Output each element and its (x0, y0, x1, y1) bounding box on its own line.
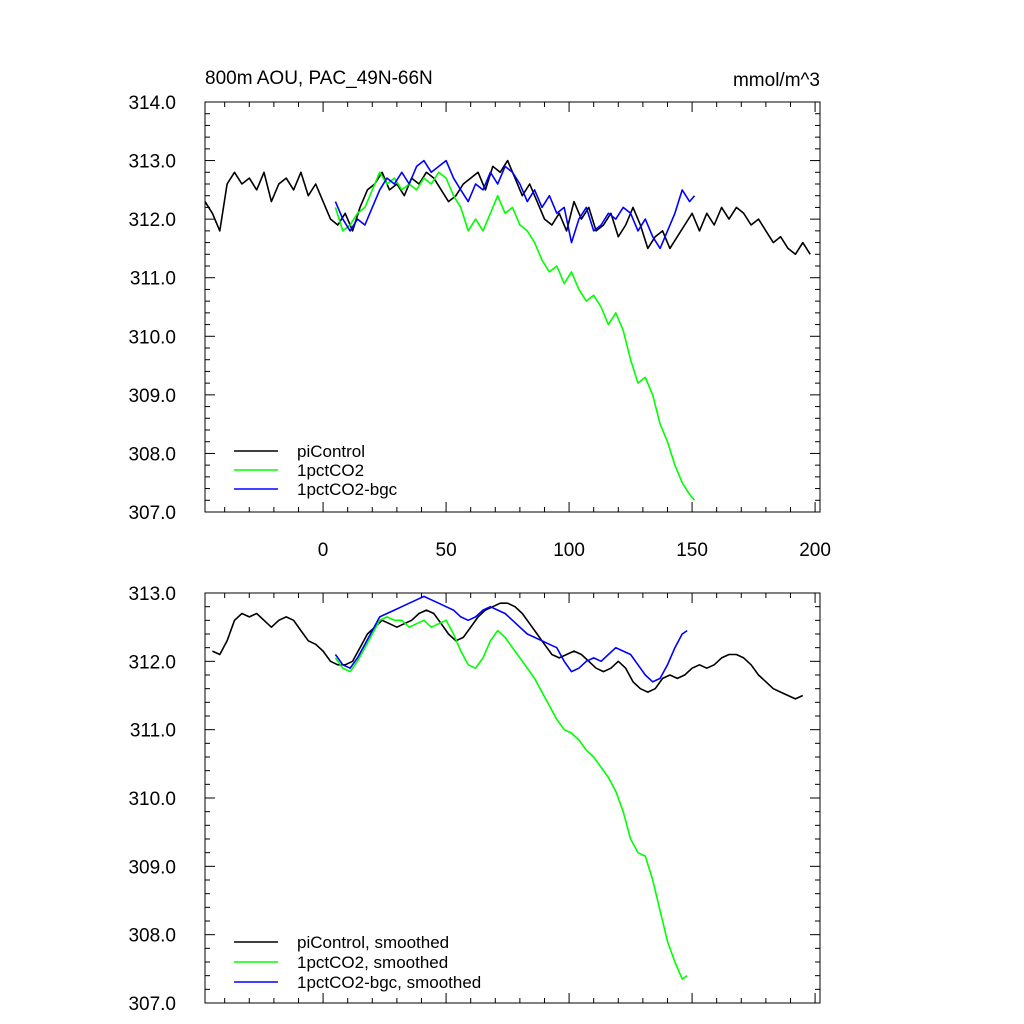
bottom-y-tick-label: 307.0 (128, 994, 176, 1015)
top-x-tick-label: 150 (676, 540, 708, 561)
top-x-tick-label: 200 (799, 540, 831, 561)
bottom-y-tick-label: 310.0 (128, 789, 176, 810)
top-x-tick-label: 0 (318, 540, 329, 561)
top-y-tick-label: 307.0 (128, 503, 176, 524)
bottom-legend-label: 1pctCO2-bgc, smoothed (297, 973, 481, 992)
top-y-tick-label: 308.0 (128, 444, 176, 465)
top-x-tick-label: 100 (553, 540, 585, 561)
top-y-tick-label: 311.0 (130, 269, 176, 290)
bottom-y-tick-label: 312.0 (128, 652, 176, 673)
top-plot-units: mmol/m^3 (733, 70, 820, 91)
bottom-y-tick-label: 311.0 (130, 721, 176, 742)
top-series-group (205, 159, 811, 501)
top-plot-frame (204, 101, 821, 513)
bottom-legend-label: piControl, smoothed (297, 933, 449, 952)
bottom-series-1pctco2-bgc-smoothed (334, 595, 688, 683)
top-series-picontrol (205, 159, 811, 256)
top-x-tick-label: 50 (436, 540, 457, 561)
bottom-plot: 307.0 308.0 309.0 310.0 311.0 312.0 313.0 piCon… (128, 584, 821, 1015)
top-series-1pctco2 (334, 171, 696, 501)
top-y-tick-label: 314.0 (128, 93, 176, 114)
bottom-y-tick-label: 308.0 (128, 926, 176, 947)
bottom-series-picontrol-smoothed (212, 602, 804, 700)
bottom-series-group (212, 595, 804, 980)
top-y-tick-label: 313.0 (128, 152, 176, 173)
top-y-tick-label: 310.0 (128, 327, 176, 348)
bottom-series-1pctco2-smoothed (334, 616, 688, 980)
top-legend-label: 1pctCO2-bgc (297, 480, 398, 499)
top-series-1pctco2-bgc (334, 159, 696, 250)
top-legend-label: 1pctCO2 (297, 461, 364, 480)
top-y-tick-label: 309.0 (128, 386, 176, 407)
top-y-tick-label: 312.0 (128, 210, 176, 231)
bottom-y-tick-label: 313.0 (128, 584, 176, 605)
top-plot: 0 50 100 150 200 307.0 308.0 309.0 310.0 311.0 312… (128, 93, 830, 561)
top-plot-title: 800m AOU, PAC_49N-66N (205, 68, 433, 89)
top-legend-label: piControl (297, 442, 365, 461)
bottom-legend-label: 1pctCO2, smoothed (297, 953, 448, 972)
bottom-y-tick-label: 309.0 (128, 857, 176, 878)
